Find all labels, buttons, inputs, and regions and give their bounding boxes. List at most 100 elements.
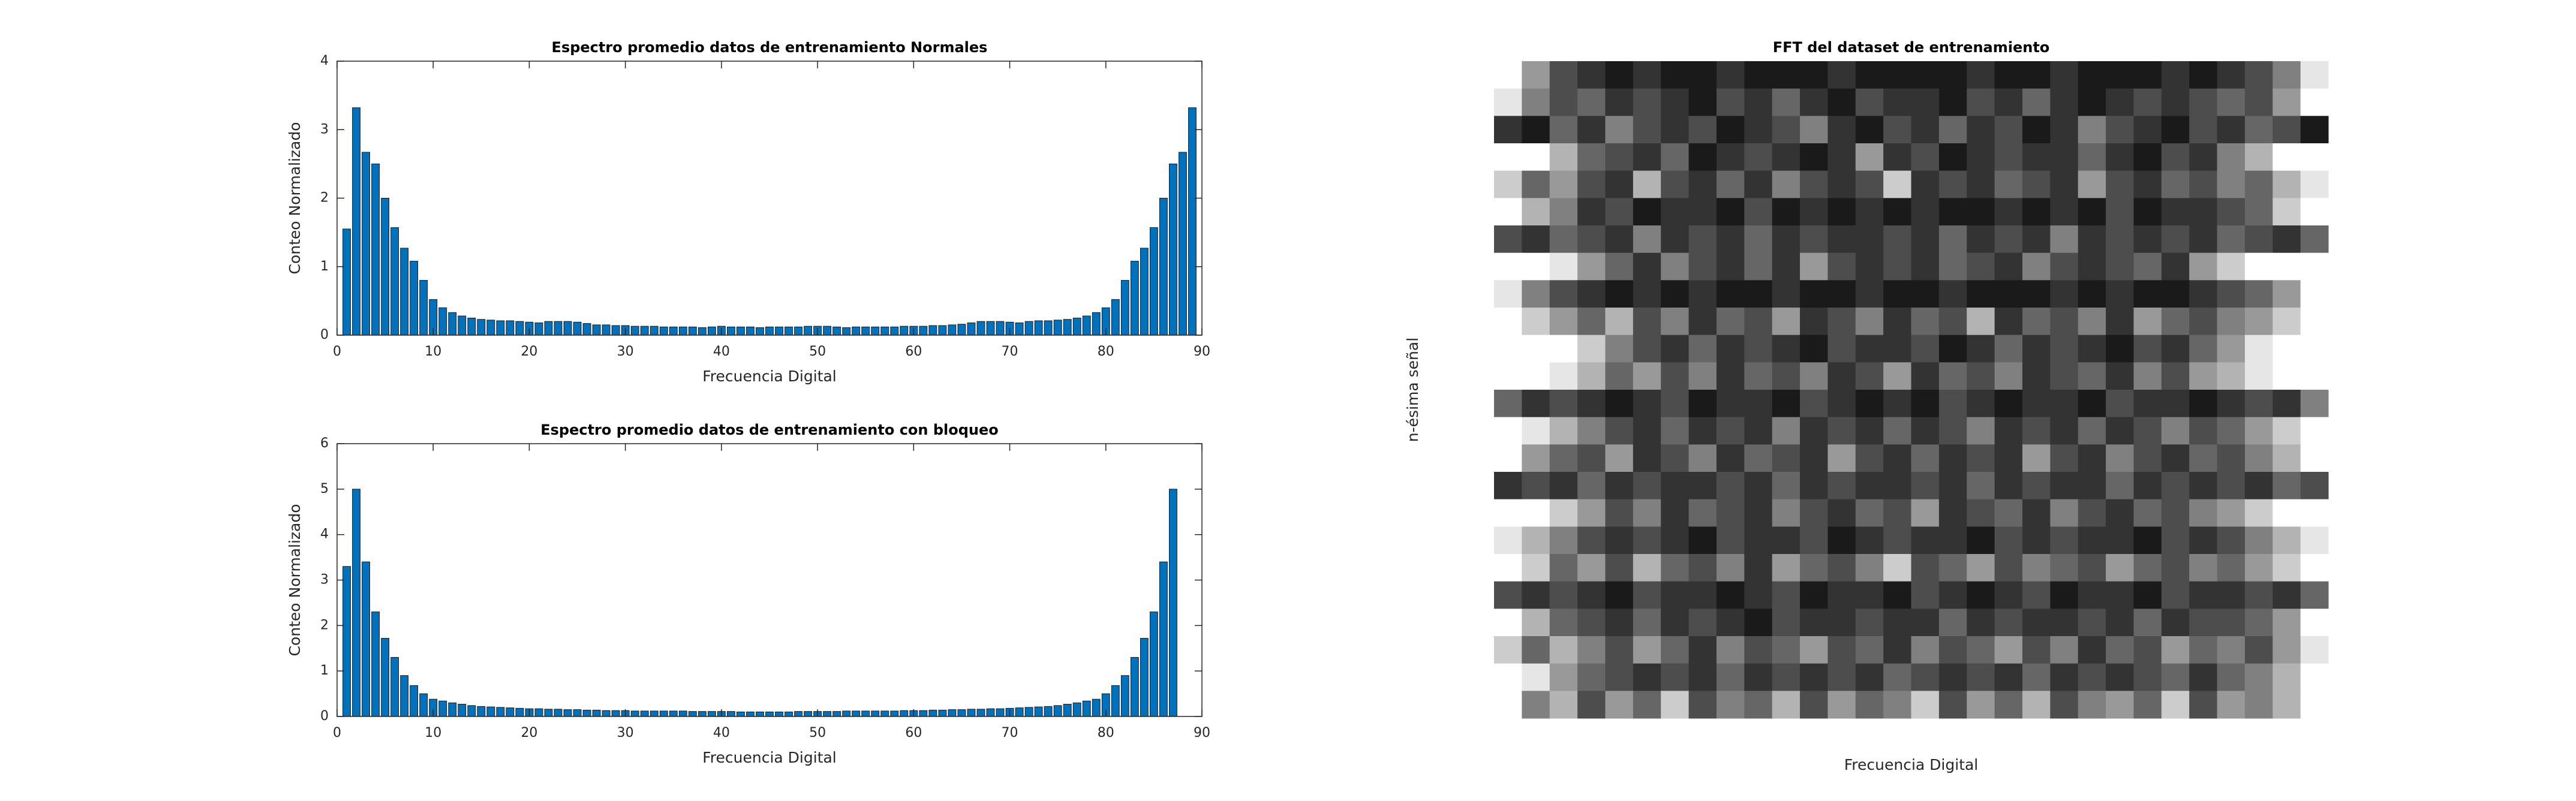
bar (467, 705, 476, 717)
heat-cell (1827, 225, 1856, 254)
x-tick-label: 80 (1098, 725, 1114, 740)
heat-cell (1716, 61, 1745, 89)
heat-cell (2300, 691, 2329, 719)
heat-cell (1911, 390, 1940, 418)
bar (678, 710, 687, 717)
heat-cell (1522, 170, 1550, 198)
heat-cell (1883, 252, 1911, 281)
heat-cell (2161, 280, 2190, 308)
heat-cell (1494, 581, 1522, 609)
heat-cell (1577, 526, 1606, 555)
heat-cell (1744, 636, 1773, 664)
heat-cell (1494, 362, 1522, 390)
heat-cell (2189, 362, 2218, 390)
heat-cell (1605, 362, 1634, 390)
heat-cell (2217, 198, 2246, 226)
bar (765, 711, 774, 717)
bar (1130, 657, 1139, 717)
heat-cell (2106, 362, 2134, 390)
heat-cell (2244, 444, 2273, 472)
heat-cell (1772, 444, 1801, 472)
heat-cell (2244, 609, 2273, 637)
heat-cell (1688, 636, 1717, 664)
heat-cell (2189, 390, 2218, 418)
heat-cell (1938, 581, 1967, 609)
heat-cell (1494, 198, 1522, 226)
bar (880, 326, 889, 336)
heat-cell (2078, 609, 2106, 637)
heat-cell (1522, 225, 1550, 254)
heat-cell (1772, 198, 1801, 226)
heat-cell (2161, 472, 2190, 500)
heat-cell (2273, 472, 2301, 500)
bar (630, 710, 639, 717)
bar (381, 638, 390, 717)
heat-cell (1522, 691, 1550, 719)
heat-cell (1800, 691, 1828, 719)
heat-cell (2189, 198, 2218, 226)
bar (390, 657, 399, 717)
heat-cell (1633, 581, 1661, 609)
heat-cell (1522, 143, 1550, 171)
heat-cell (1883, 88, 1911, 116)
heat-cell (1494, 61, 1522, 89)
heat-cell (1633, 198, 1661, 226)
heat-cell (2050, 61, 2079, 89)
heat-cell (1661, 198, 1690, 226)
bar (448, 312, 457, 336)
heat-cell (1938, 362, 1967, 390)
heat-cell (2189, 335, 2218, 363)
heat-cell (1855, 143, 1884, 171)
heat-cell (2217, 335, 2246, 363)
heat-cell (2022, 143, 2051, 171)
heat-cell (1800, 663, 1828, 691)
heat-cell (1883, 417, 1911, 445)
heat-cell (2050, 663, 2079, 691)
bar (746, 326, 755, 336)
heat-cell (1716, 116, 1745, 144)
bar (438, 700, 447, 717)
heat-cell (2273, 390, 2301, 418)
bar (794, 326, 802, 336)
bar (390, 227, 399, 336)
bar (986, 708, 995, 717)
heat-cell (1883, 554, 1911, 582)
heat-cell (1522, 609, 1550, 637)
bar (506, 320, 515, 336)
heat-cell (1577, 417, 1606, 445)
heat-cell (1772, 61, 1801, 89)
heat-cell (1577, 143, 1606, 171)
heat-cell (2161, 198, 2190, 226)
heat-cell (1938, 252, 1967, 281)
heat-cell (1938, 663, 1967, 691)
heat-cell (1494, 143, 1522, 171)
bar (1044, 320, 1053, 336)
heat-cell (1549, 170, 1578, 198)
heat-cell (1967, 252, 1995, 281)
heat-cell (2050, 252, 2079, 281)
heat-cell (1633, 526, 1661, 555)
heat-cell (1967, 143, 1995, 171)
heat-cell (1883, 472, 1911, 500)
heat-cell (1688, 143, 1717, 171)
heat-cell (1827, 390, 1856, 418)
heat-cell (1688, 663, 1717, 691)
x-tick-label: 30 (617, 344, 634, 359)
heat-cell (1549, 554, 1578, 582)
heat-cell (2244, 417, 2273, 445)
heat-cell (1967, 280, 1995, 308)
heat-cell (2106, 581, 2134, 609)
heat-cell (2050, 472, 2079, 500)
bar (1140, 638, 1149, 717)
heat-cell (1855, 554, 1884, 582)
heat-cell (1522, 526, 1550, 555)
heat-cell (2106, 526, 2134, 555)
heat-cell (1967, 663, 1995, 691)
heat-cell (2189, 61, 2218, 89)
heat-cell (1772, 362, 1801, 390)
heat-cell (2189, 581, 2218, 609)
heat-cell (1967, 609, 1995, 637)
heat-cell (2273, 526, 2301, 555)
bar (659, 326, 668, 336)
heat-cell (2078, 663, 2106, 691)
